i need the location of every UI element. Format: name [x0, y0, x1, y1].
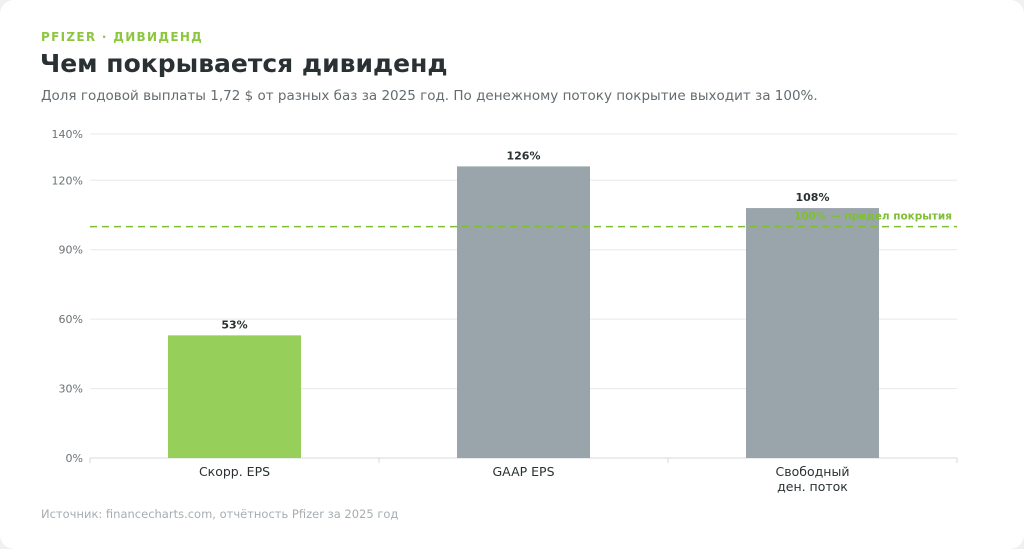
x-category-label: Свободный	[776, 464, 850, 479]
reference-line-label: 100% — предел покрытия	[794, 211, 952, 223]
bar-value-label: 53%	[221, 318, 247, 331]
x-category-label: Скорр. EPS	[199, 464, 270, 479]
y-tick-label: 90%	[59, 244, 83, 257]
bar	[168, 335, 301, 458]
y-tick-label: 0%	[66, 452, 83, 465]
chart-title: Чем покрывается дивиденд	[40, 49, 448, 78]
y-tick-label: 120%	[52, 174, 83, 187]
chart-source: Источник: financecharts.com, отчётность …	[41, 507, 399, 521]
y-tick-label: 140%	[52, 128, 83, 141]
x-category-label: GAAP EPS	[492, 464, 554, 479]
chart-subtitle: Доля годовой выплаты 1,72 $ от разных ба…	[41, 88, 818, 104]
y-tick-label: 30%	[59, 383, 83, 396]
chart-eyebrow: PFIZER · ДИВИДЕНД	[41, 30, 204, 44]
bar	[746, 208, 879, 458]
bar-value-label: 108%	[796, 191, 830, 204]
y-tick-label: 60%	[59, 313, 83, 326]
bar	[457, 166, 590, 458]
x-category-label: ден. поток	[777, 479, 848, 494]
bar-value-label: 126%	[507, 149, 541, 162]
